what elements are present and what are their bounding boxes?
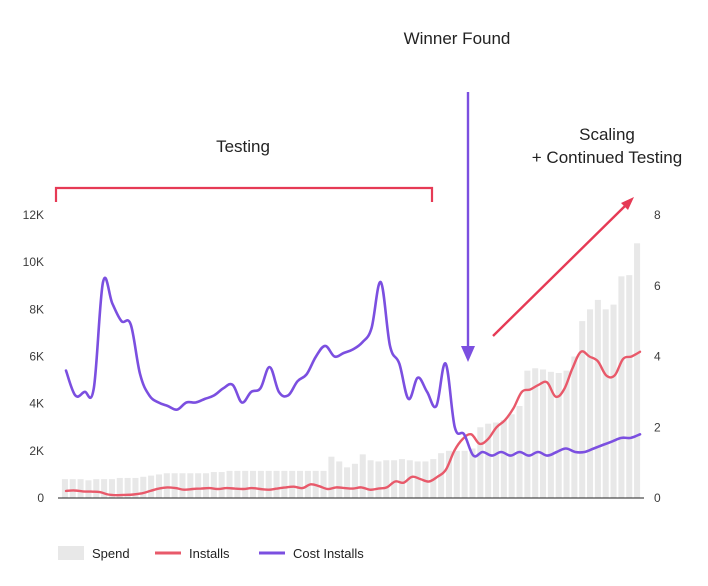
spend-bar [602,309,609,498]
scaling-arrow-shaft [492,204,627,337]
spend-bar [344,467,351,498]
spend-bar [155,474,162,498]
spend-bar [383,460,390,498]
spend-bar [359,454,366,498]
scaling-arrow-head [621,197,634,210]
spend-bar [187,473,194,498]
spend-bar [202,473,210,498]
legend-spend-label: Spend [92,546,130,561]
spend-bar [289,470,296,498]
right-tick-label: 8 [654,208,661,222]
spend-bar [108,479,115,498]
spend-bar [477,427,484,498]
left-tick-label: 12K [23,208,44,222]
spend-bar [563,370,570,498]
winner-arrow-head [461,346,475,362]
spend-bar [124,477,131,498]
spend-bar [140,476,147,498]
spend-bar [461,450,468,498]
spend-bar [500,420,507,498]
right-tick-label: 2 [654,420,661,434]
left-tick-label: 4K [29,397,44,411]
legend-spend-swatch [58,546,84,560]
spend-bar [77,479,84,498]
spend-bar [281,470,288,498]
right-tick-label: 0 [654,491,661,505]
spend-bar [618,276,625,498]
spend-bar [555,373,562,498]
spend-bar [336,461,343,498]
left-tick-label: 8K [29,302,44,316]
winner-found-label: Winner Found [404,29,511,48]
spend-bar [85,480,92,498]
spend-bar [391,460,398,498]
spend-bar [351,463,358,498]
spend-bar [242,470,249,498]
spend-bar [69,479,76,498]
spend-bar [265,470,272,498]
spend-bar [571,356,578,498]
testing-label: Testing [216,137,270,156]
spend-bar [540,369,547,498]
right-tick-label: 6 [654,279,661,293]
spend-bar [226,470,233,498]
installs-line [64,350,642,497]
spend-bar [116,477,123,498]
spend-bar [163,473,170,498]
right-axis-ticks: 0 2 4 6 8 [654,208,661,505]
left-tick-label: 2K [29,444,44,458]
spend-bar [375,461,382,498]
spend-bar [579,321,586,498]
spend-bar [524,370,531,498]
spend-bar [195,473,202,498]
spend-bar [492,422,500,498]
spend-bar [171,473,178,498]
spend-bar [132,477,139,498]
spend-bar [610,304,617,498]
spend-bar [634,243,641,498]
spend-bar [210,472,217,498]
spend-bar [367,460,374,498]
legend: Spend Installs Cost Installs [58,546,364,561]
spend-bar [398,459,405,498]
spend-bar [250,470,257,498]
left-tick-label: 10K [23,255,44,269]
scaling-label-line1: Scaling [579,125,635,144]
spend-bar [93,479,100,498]
legend-installs-label: Installs [189,546,230,561]
spend-bar [414,461,421,498]
spend-bar [626,275,633,498]
spend-bar [587,309,594,498]
spend-bar [320,470,327,498]
spend-bar [422,461,429,498]
spend-bar [273,470,280,498]
left-axis-ticks: 0 2K 4K 6K 8K 10K 12K [23,208,45,505]
spend-bar [218,472,225,498]
spend-bar [594,299,601,498]
spend-bar [469,448,476,498]
scaling-label-line2: + Continued Testing [532,148,682,167]
cost-installs-line [64,276,642,458]
testing-bracket [54,186,434,202]
left-tick-label: 6K [29,350,44,364]
spend-bar [61,479,68,498]
left-tick-label: 0 [37,491,44,505]
right-tick-label: 4 [654,350,661,364]
spend-bar [453,450,460,498]
spend-bar [485,423,492,498]
spend-bar [297,470,304,498]
spend-bar [179,473,186,498]
spend-bar [445,450,452,498]
spend-bar [234,470,241,498]
spend-bar [101,479,108,498]
legend-cost-installs-label: Cost Installs [293,546,364,561]
spend-bar [532,368,539,498]
spend-bar [547,371,554,498]
spend-bar [328,456,335,498]
spend-bars [61,243,641,498]
spend-bar [257,470,264,498]
spend-bar [148,475,155,498]
